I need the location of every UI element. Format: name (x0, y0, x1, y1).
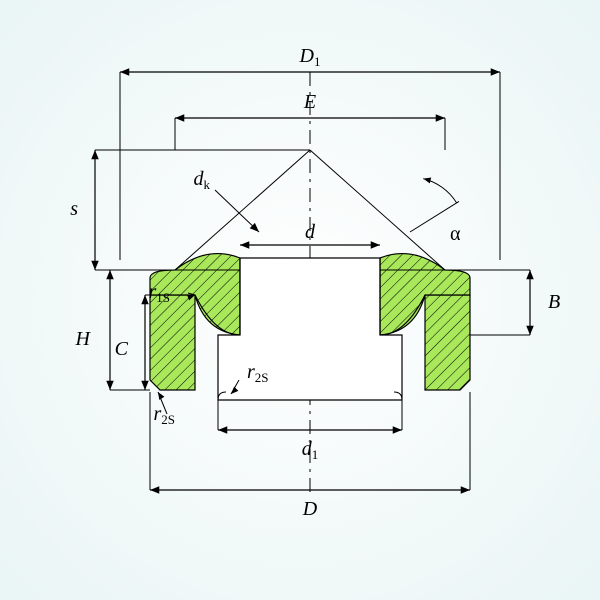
inner-sleeve (218, 258, 402, 400)
svg-text:C: C (115, 338, 129, 360)
svg-text:D: D (302, 498, 318, 520)
svg-text:d: d (305, 221, 316, 243)
svg-text:E: E (303, 91, 316, 113)
svg-text:α: α (450, 223, 461, 245)
svg-text:H: H (75, 328, 92, 350)
svg-text:s: s (70, 198, 78, 220)
svg-text:B: B (548, 291, 560, 313)
